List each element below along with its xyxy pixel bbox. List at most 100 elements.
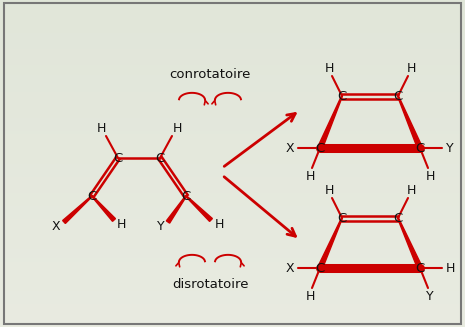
Text: C: C: [315, 142, 325, 154]
Bar: [0, 307, 465, 311]
Bar: [0, 324, 465, 327]
Bar: [0, 288, 465, 291]
Text: Y: Y: [157, 220, 165, 233]
Text: C: C: [87, 190, 97, 202]
Bar: [0, 180, 465, 183]
Bar: [0, 118, 465, 121]
Text: H: H: [306, 289, 315, 302]
Bar: [0, 235, 465, 239]
Bar: [0, 121, 465, 124]
Text: Y: Y: [426, 289, 434, 302]
Text: C: C: [315, 262, 325, 274]
Bar: [0, 199, 465, 203]
Text: C: C: [181, 190, 191, 202]
Bar: [0, 265, 465, 268]
Polygon shape: [398, 218, 422, 269]
Bar: [0, 95, 465, 98]
Bar: [0, 157, 465, 160]
Bar: [0, 167, 465, 170]
Bar: [0, 134, 465, 137]
Text: X: X: [52, 220, 60, 233]
Bar: [0, 141, 465, 144]
Bar: [0, 85, 465, 88]
Bar: [0, 52, 465, 56]
Bar: [0, 304, 465, 307]
Bar: [0, 160, 465, 164]
Bar: [0, 46, 465, 49]
Text: C: C: [155, 151, 165, 164]
Bar: [0, 23, 465, 26]
Bar: [0, 275, 465, 278]
Bar: [0, 255, 465, 258]
Bar: [0, 144, 465, 147]
Text: H: H: [445, 262, 455, 274]
Text: H: H: [324, 184, 334, 198]
Text: H: H: [306, 169, 315, 182]
Bar: [0, 268, 465, 271]
Bar: [0, 39, 465, 43]
Bar: [0, 196, 465, 199]
Text: H: H: [425, 169, 435, 182]
Polygon shape: [318, 218, 342, 269]
Bar: [0, 114, 465, 118]
Bar: [0, 29, 465, 33]
Bar: [0, 3, 465, 7]
Bar: [0, 177, 465, 180]
Bar: [0, 43, 465, 46]
Text: C: C: [338, 90, 346, 102]
Bar: [0, 98, 465, 101]
Text: disrotatoire: disrotatoire: [172, 279, 248, 291]
Bar: [0, 317, 465, 320]
Bar: [0, 320, 465, 324]
Bar: [0, 206, 465, 209]
Bar: [0, 82, 465, 85]
Polygon shape: [186, 196, 213, 221]
Bar: [0, 278, 465, 281]
Bar: [0, 33, 465, 36]
Bar: [0, 239, 465, 242]
Text: X: X: [286, 262, 294, 274]
Text: H: H: [406, 62, 416, 76]
Bar: [0, 105, 465, 108]
Bar: [0, 291, 465, 294]
Bar: [0, 137, 465, 141]
Bar: [0, 252, 465, 255]
Polygon shape: [318, 96, 342, 149]
Bar: [0, 301, 465, 304]
Bar: [0, 69, 465, 72]
Bar: [0, 128, 465, 131]
Bar: [0, 16, 465, 20]
Bar: [0, 213, 465, 216]
Bar: [0, 219, 465, 222]
Text: C: C: [393, 90, 403, 102]
Bar: [0, 170, 465, 173]
Text: C: C: [415, 262, 425, 274]
Bar: [0, 72, 465, 75]
Bar: [0, 262, 465, 265]
Bar: [0, 193, 465, 196]
Bar: [0, 298, 465, 301]
Bar: [0, 0, 465, 3]
Text: H: H: [116, 218, 126, 232]
Bar: [0, 258, 465, 262]
Polygon shape: [92, 196, 115, 221]
Bar: [0, 49, 465, 52]
Bar: [0, 92, 465, 95]
Text: H: H: [406, 184, 416, 198]
Bar: [0, 131, 465, 134]
Bar: [0, 10, 465, 13]
Bar: [0, 59, 465, 62]
Bar: [0, 13, 465, 16]
Text: H: H: [96, 123, 106, 135]
Bar: [0, 216, 465, 219]
Text: conrotatoire: conrotatoire: [169, 68, 251, 81]
Bar: [0, 311, 465, 314]
Polygon shape: [398, 96, 422, 149]
Bar: [0, 36, 465, 39]
Bar: [0, 62, 465, 65]
Text: H: H: [214, 218, 224, 232]
Bar: [0, 209, 465, 213]
Bar: [0, 226, 465, 229]
Bar: [0, 154, 465, 157]
Text: C: C: [393, 212, 403, 225]
